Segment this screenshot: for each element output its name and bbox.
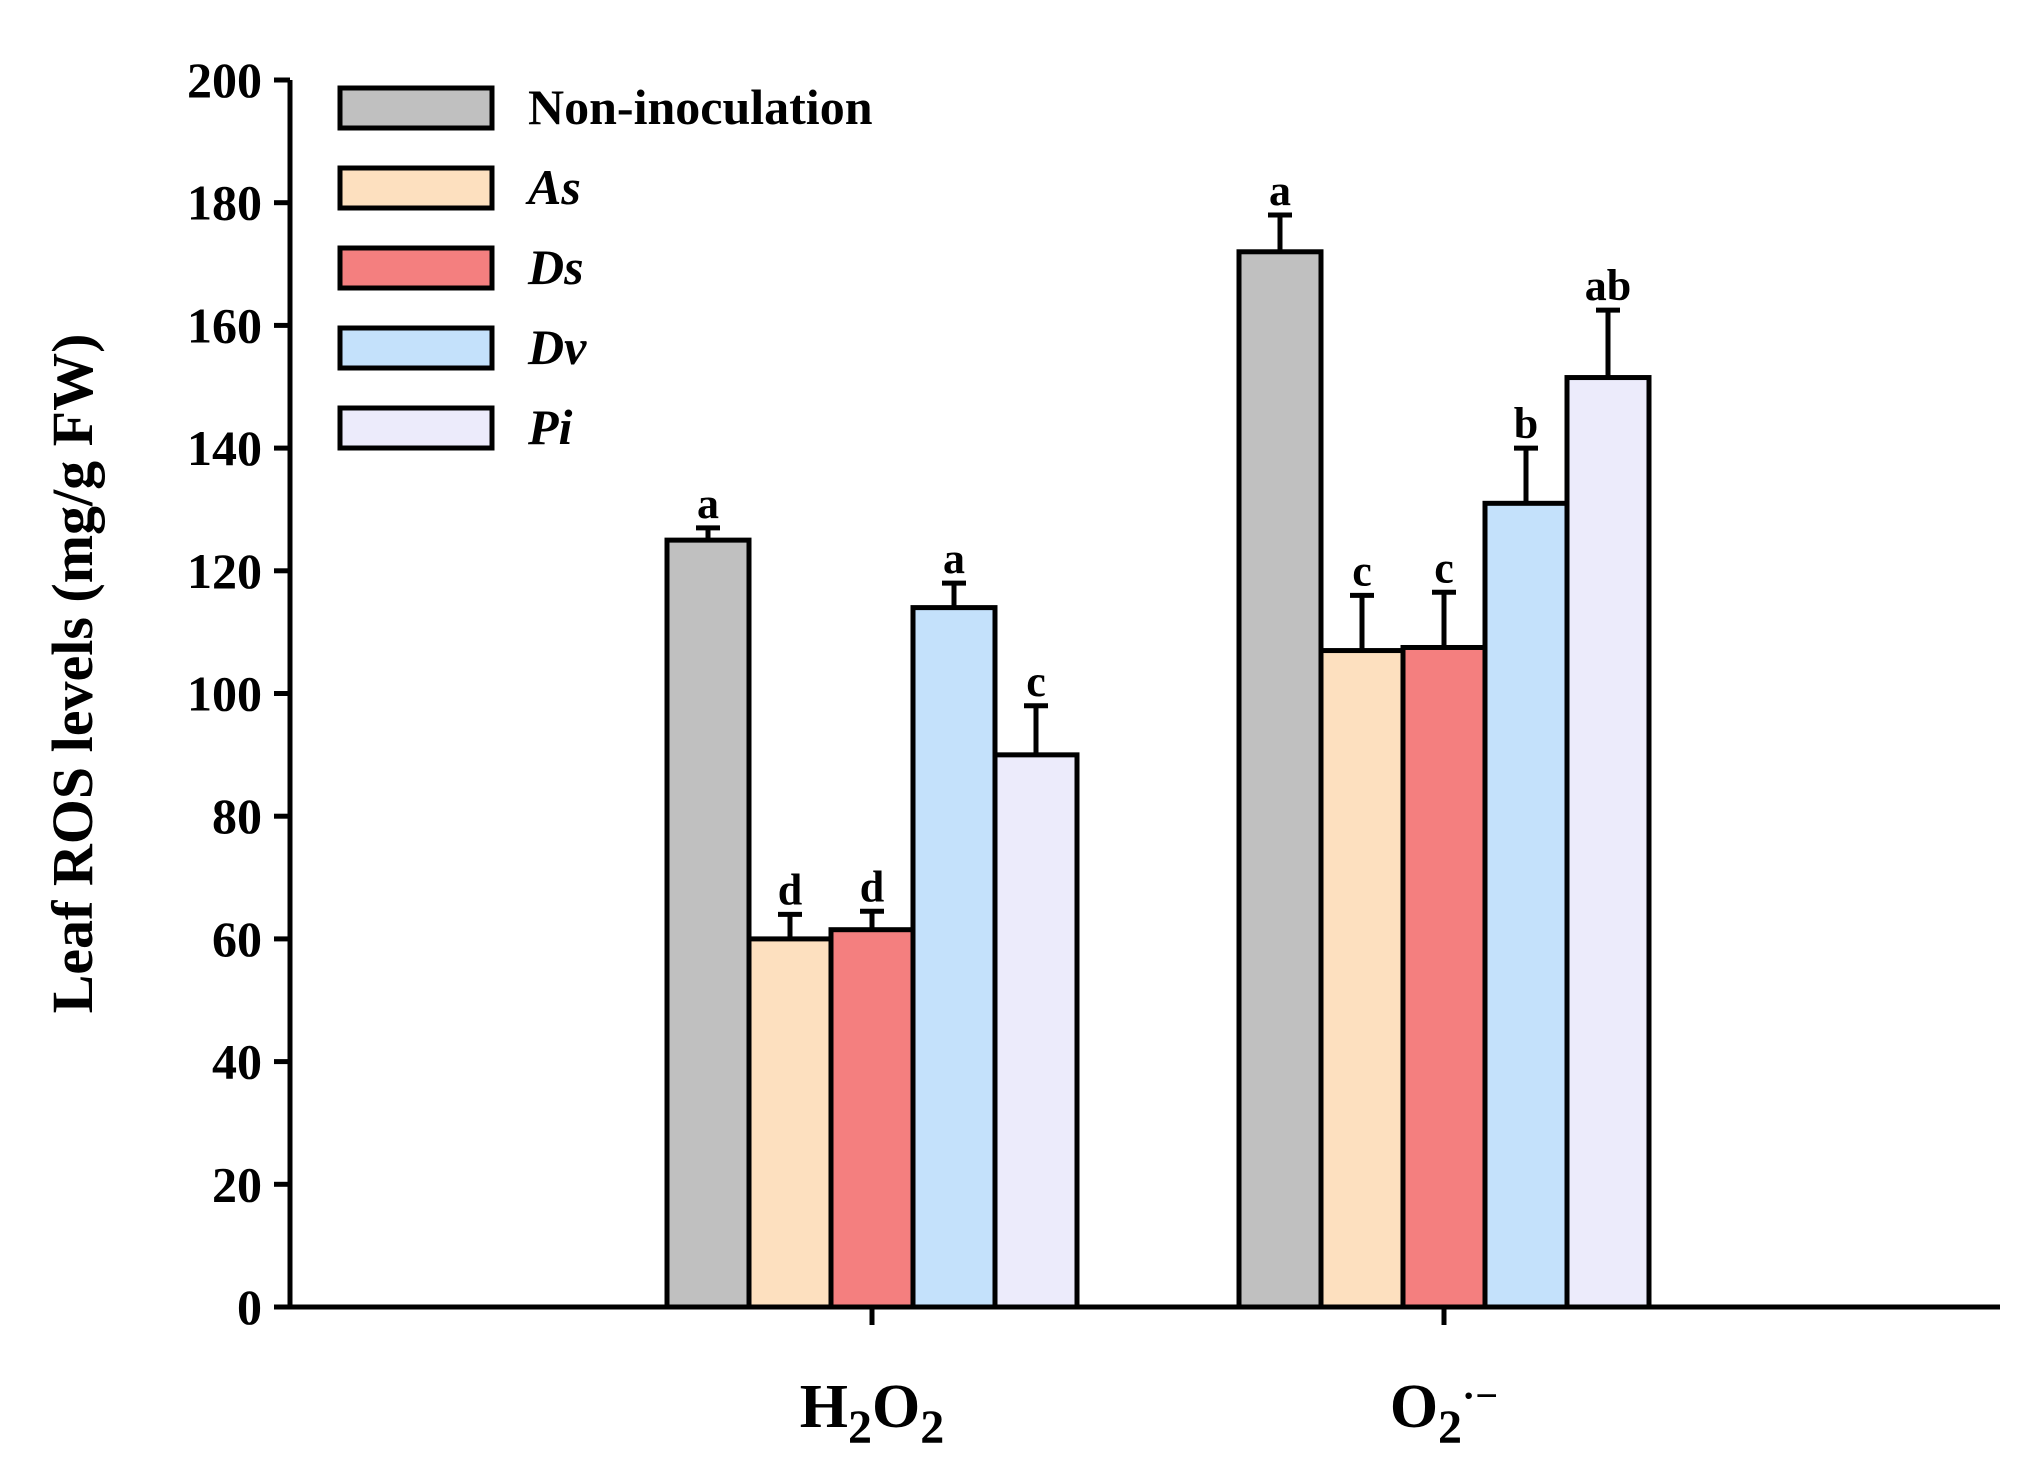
y-tick-label: 160: [187, 297, 262, 353]
legend-label: Ds: [527, 239, 584, 295]
legend-swatch: [337, 325, 495, 371]
significance-letter: c: [1026, 657, 1046, 706]
y-tick-label: 140: [187, 420, 262, 476]
y-tick-label: 120: [187, 543, 262, 599]
y-axis-label: Leaf ROS levels (mg/g FW): [40, 334, 105, 1014]
significance-letter: a: [943, 534, 965, 583]
x-category-label: O2·−: [1390, 1373, 1498, 1454]
bar: [1564, 375, 1652, 1310]
significance-letter: d: [860, 862, 884, 911]
y-tick-label: 60: [212, 911, 262, 967]
significance-letter: b: [1514, 399, 1538, 448]
legend-swatch: [337, 405, 495, 451]
legend-label: Dv: [527, 319, 587, 375]
bar: [664, 537, 752, 1310]
legend-label: As: [525, 159, 581, 215]
significance-letter: c: [1434, 543, 1454, 592]
bar: [910, 605, 998, 1310]
bar: [1400, 644, 1488, 1310]
y-tick-label: 0: [237, 1279, 262, 1335]
significance-letter: ab: [1585, 261, 1631, 310]
y-tick-label: 180: [187, 175, 262, 231]
x-category-label: H2O2: [800, 1373, 944, 1454]
bar: [746, 936, 834, 1310]
legend-swatch: [337, 245, 495, 291]
y-tick-label: 100: [187, 666, 262, 722]
legend-swatch: [337, 85, 495, 131]
bar: [1318, 648, 1406, 1310]
legend-label: Pi: [527, 399, 573, 455]
bar: [1236, 249, 1324, 1310]
significance-letter: d: [778, 865, 802, 914]
legend-swatch: [337, 165, 495, 211]
significance-letter: c: [1352, 546, 1372, 595]
significance-letter: a: [697, 479, 719, 528]
y-tick-label: 80: [212, 788, 262, 844]
y-tick-label: 40: [212, 1034, 262, 1090]
y-tick-label: 200: [187, 52, 262, 108]
bar: [992, 752, 1080, 1310]
bar: [1482, 500, 1570, 1310]
y-tick-label: 20: [212, 1156, 262, 1212]
bar: [828, 927, 916, 1310]
legend-label: Non-inoculation: [528, 79, 873, 135]
significance-letter: a: [1269, 166, 1291, 215]
